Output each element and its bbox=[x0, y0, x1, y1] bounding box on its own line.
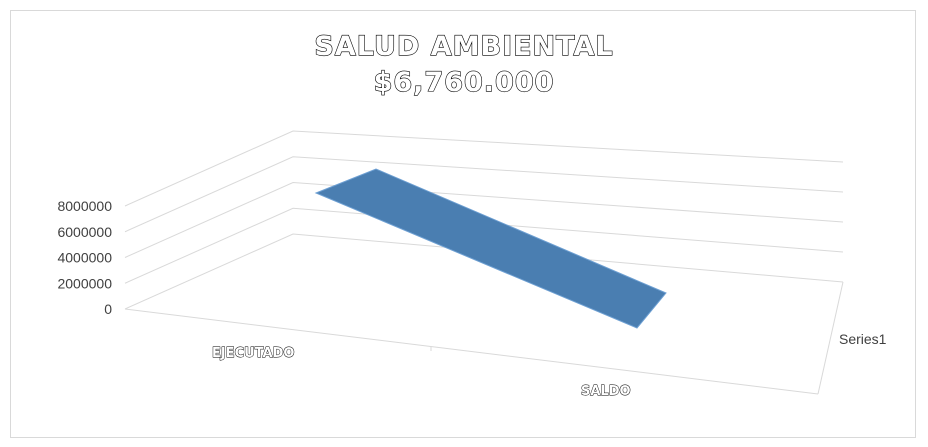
x-category-label: SALDO bbox=[581, 384, 631, 399]
gridlines bbox=[124, 130, 844, 310]
gridline bbox=[124, 207, 844, 284]
series-area-ribbon bbox=[314, 168, 667, 329]
labels: Series1 0 2000000 4000000 6000000 8000000 EJE… bbox=[57, 198, 886, 399]
x-category-label: EJECUTADO bbox=[212, 346, 294, 361]
chart-subtitle: $6,760.000 bbox=[373, 66, 555, 98]
floor-front-edge bbox=[124, 308, 819, 395]
y-tick-label: 8000000 bbox=[57, 198, 112, 214]
gridline bbox=[124, 181, 844, 258]
floor-right-edge bbox=[817, 281, 844, 395]
series-label: Series1 bbox=[839, 331, 887, 347]
axes bbox=[124, 281, 844, 395]
y-tick-label: 2000000 bbox=[57, 275, 112, 291]
series-layer bbox=[314, 168, 667, 329]
y-tick-label: 4000000 bbox=[57, 250, 112, 266]
gridline bbox=[124, 156, 844, 233]
gridline bbox=[124, 233, 844, 310]
chart-title: SALUD AMBIENTAL bbox=[314, 30, 614, 62]
y-tick-label: 0 bbox=[104, 301, 112, 317]
gridline bbox=[124, 130, 844, 207]
y-tick-label: 6000000 bbox=[57, 224, 112, 240]
